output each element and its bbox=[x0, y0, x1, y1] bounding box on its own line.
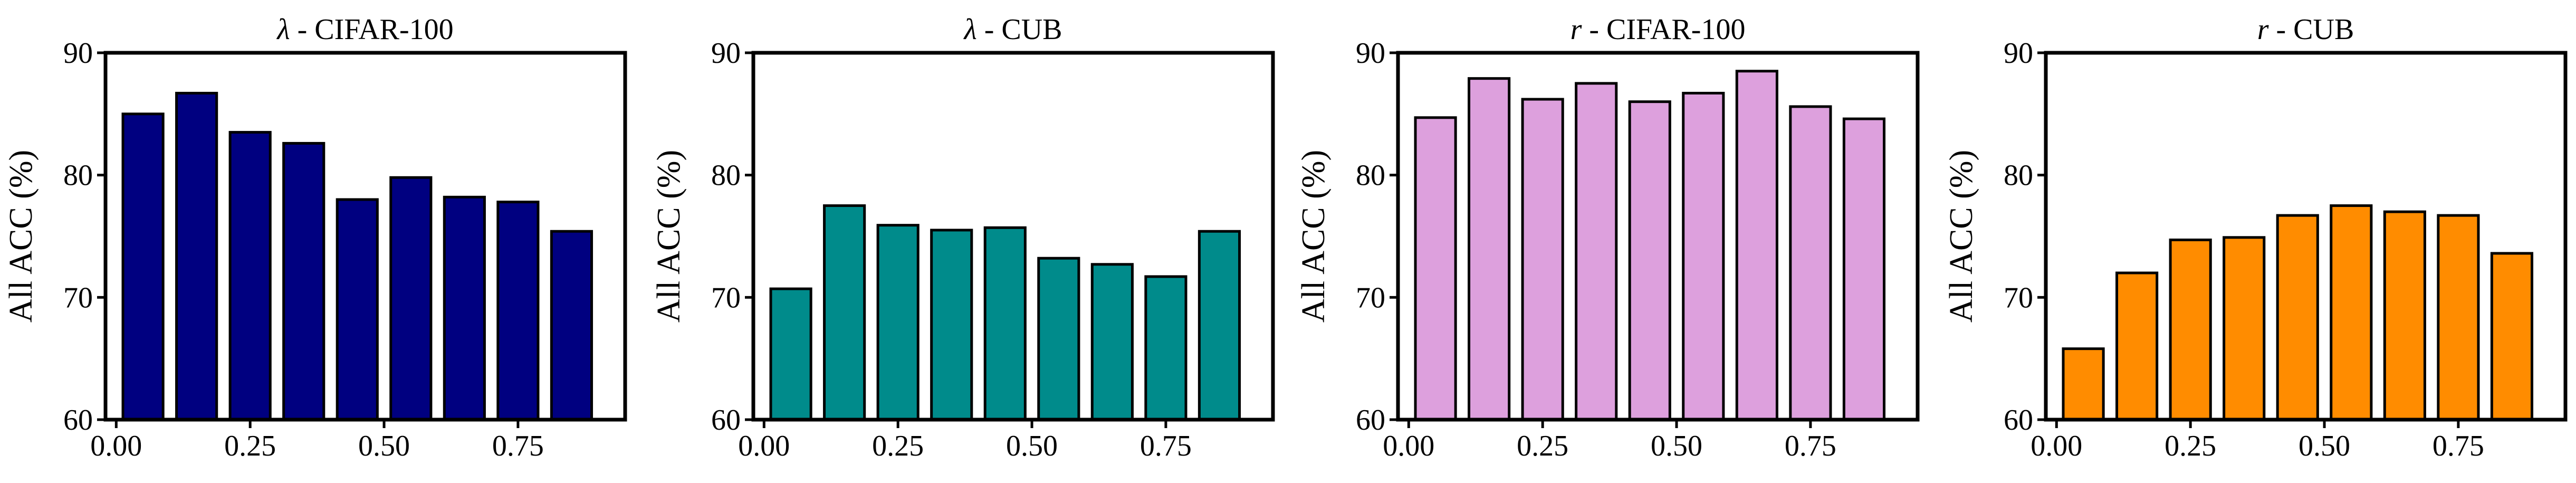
bar bbox=[443, 195, 486, 421]
x-tick-label: 0.00 bbox=[90, 430, 142, 462]
chart-title-text: - CIFAR-100 bbox=[290, 13, 454, 46]
bar bbox=[2437, 214, 2480, 421]
y-tick-label: 60 bbox=[63, 404, 93, 437]
chart-title-text: - CIFAR-100 bbox=[1582, 13, 1745, 46]
x-tick-label: 0.25 bbox=[2165, 430, 2216, 462]
x-tick-label: 0.25 bbox=[1517, 430, 1568, 462]
plot-frame bbox=[751, 51, 1275, 422]
bar bbox=[1628, 100, 1671, 421]
y-axis-label: All ACC (%) bbox=[1296, 150, 1332, 323]
chart-title: λ - CIFAR-100 bbox=[276, 13, 453, 46]
x-tick-label: 0.00 bbox=[1383, 430, 1434, 462]
bar bbox=[389, 176, 433, 421]
bar bbox=[1735, 70, 1778, 421]
bar bbox=[2490, 252, 2534, 421]
bar bbox=[121, 112, 165, 421]
x-tick-label: 0.75 bbox=[2433, 430, 2484, 462]
y-tick-label: 90 bbox=[1356, 37, 1385, 70]
chart-title: r - CUB bbox=[2257, 13, 2354, 46]
bar bbox=[1682, 91, 1725, 421]
chart-title: r - CIFAR-100 bbox=[1571, 13, 1746, 46]
x-tick-label: 0.25 bbox=[872, 430, 924, 462]
plot-frame bbox=[2044, 51, 2568, 422]
y-axis-label: All ACC (%) bbox=[1943, 150, 1979, 323]
y-tick-label: 60 bbox=[1356, 404, 1385, 437]
bar bbox=[930, 229, 973, 421]
chart-panel-2: 0.00 0.25 0.50 0.75 60 70 80 90 All ACC (%) λ - C… bbox=[651, 13, 1275, 462]
x-tick-label: 0.50 bbox=[1651, 430, 1702, 462]
chart-panel-4: 0.00 0.25 0.50 0.75 60 70 80 90 All ACC (%) r - C… bbox=[1943, 13, 2568, 462]
y-tick-label: 70 bbox=[1356, 281, 1385, 314]
bar bbox=[2276, 214, 2319, 421]
y-tick-label: 60 bbox=[711, 404, 741, 437]
y-axis-label: All ACC (%) bbox=[651, 150, 687, 323]
chart-title: λ - CUB bbox=[963, 13, 1062, 46]
bar bbox=[2169, 238, 2212, 421]
bar bbox=[1090, 263, 1134, 421]
y-tick-label: 70 bbox=[2004, 281, 2033, 314]
bar bbox=[876, 224, 920, 421]
chart-title-text: - CUB bbox=[977, 13, 1062, 46]
bar bbox=[2223, 236, 2266, 421]
chart-title-symbol: λ bbox=[963, 13, 976, 46]
x-tick-label: 0.00 bbox=[738, 430, 790, 462]
bar bbox=[282, 141, 325, 421]
plot-frame bbox=[103, 51, 627, 422]
y-tick-label: 90 bbox=[2004, 37, 2033, 70]
bar bbox=[2383, 210, 2426, 421]
bar bbox=[1521, 98, 1564, 421]
y-tick-label: 70 bbox=[63, 281, 93, 314]
x-tick-label: 0.50 bbox=[1006, 430, 1058, 462]
x-tick-label: 0.75 bbox=[492, 430, 544, 462]
y-tick-label: 90 bbox=[711, 37, 741, 70]
bar bbox=[983, 226, 1027, 421]
plot-frame bbox=[1396, 51, 1920, 422]
chart-panel-1: 0.00 0.25 0.50 0.75 60 70 80 90 All ACC (%) λ - C… bbox=[3, 13, 627, 462]
chart-panel-3: 0.00 0.25 0.50 0.75 60 70 80 90 All ACC (%) r - C… bbox=[1296, 13, 1920, 462]
bar bbox=[2062, 347, 2105, 421]
y-axis-label: All ACC (%) bbox=[3, 150, 39, 323]
y-tick-label: 80 bbox=[2004, 159, 2033, 192]
x-tick-label: 0.75 bbox=[1785, 430, 1836, 462]
bar bbox=[1144, 275, 1188, 421]
bar bbox=[1842, 117, 1886, 421]
bar bbox=[1789, 105, 1832, 421]
bar bbox=[228, 131, 272, 421]
y-tick-label: 80 bbox=[63, 159, 93, 192]
x-tick-label: 0.50 bbox=[358, 430, 410, 462]
y-tick-label: 60 bbox=[2004, 404, 2033, 437]
x-tick-label: 0.25 bbox=[224, 430, 276, 462]
y-tick-label: 80 bbox=[1356, 159, 1385, 192]
bar bbox=[2330, 204, 2373, 421]
y-tick-label: 70 bbox=[711, 281, 741, 314]
bar bbox=[1198, 230, 1241, 421]
bar bbox=[823, 204, 866, 421]
bar bbox=[496, 201, 540, 421]
chart-title-text: - CUB bbox=[2269, 13, 2354, 46]
bar bbox=[175, 91, 218, 421]
x-tick-label: 0.50 bbox=[2299, 430, 2350, 462]
x-tick-label: 0.75 bbox=[1140, 430, 1192, 462]
bar bbox=[1468, 77, 1511, 421]
bar bbox=[1414, 116, 1457, 421]
bar bbox=[1037, 257, 1080, 421]
x-tick-label: 0.00 bbox=[2031, 430, 2082, 462]
bar bbox=[336, 198, 379, 421]
bar bbox=[550, 230, 593, 421]
y-tick-label: 90 bbox=[63, 37, 93, 70]
bar bbox=[2115, 271, 2159, 421]
y-tick-label: 80 bbox=[711, 159, 741, 192]
chart-title-symbol: r bbox=[1571, 13, 1582, 46]
bar bbox=[1575, 82, 1618, 421]
bar bbox=[769, 287, 812, 421]
chart-title-symbol: λ bbox=[276, 13, 290, 46]
chart-title-symbol: r bbox=[2257, 13, 2269, 46]
